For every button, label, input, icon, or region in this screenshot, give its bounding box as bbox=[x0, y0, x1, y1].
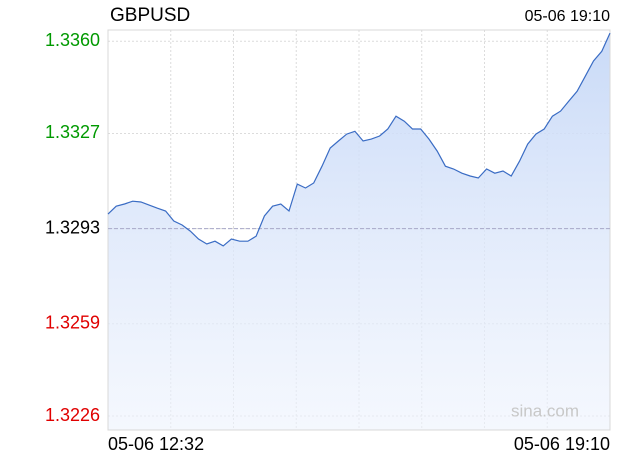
timestamp: 05-06 19:10 bbox=[525, 8, 611, 25]
y-tick-label: 1.3293 bbox=[45, 217, 100, 237]
plot-frame bbox=[107, 29, 611, 431]
x-tick-label: 05-06 19:10 bbox=[514, 434, 610, 454]
watermark: sina.com bbox=[511, 401, 579, 420]
y-tick-label: 1.3327 bbox=[45, 122, 100, 142]
y-tick-label: 1.3360 bbox=[45, 30, 100, 50]
price-line bbox=[107, 32, 611, 247]
x-tick-label: 05-06 12:32 bbox=[108, 434, 204, 454]
y-tick-label: 1.3259 bbox=[45, 312, 100, 332]
chart-title: GBPUSD bbox=[110, 5, 190, 26]
area-fill bbox=[108, 33, 610, 430]
y-tick-label: 1.3226 bbox=[45, 405, 100, 425]
